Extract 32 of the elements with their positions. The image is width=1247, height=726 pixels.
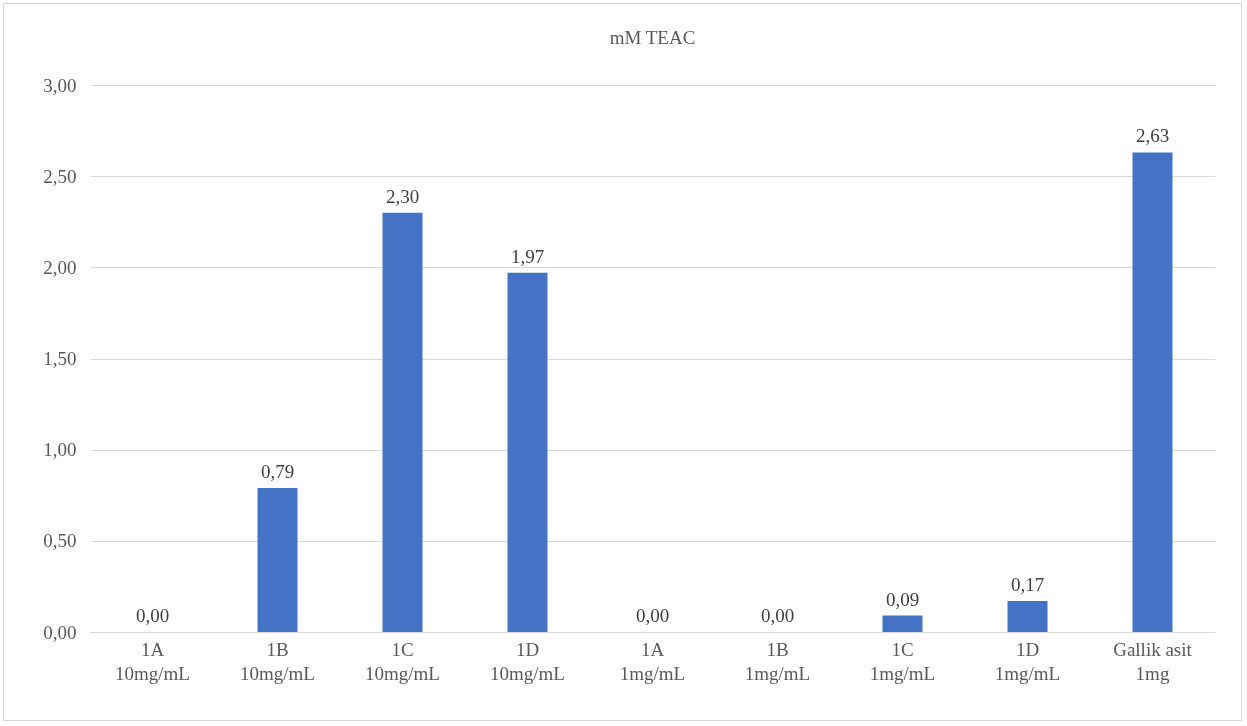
data-label: 2,63: [1135, 125, 1170, 147]
y-tick-label: 2,00: [43, 256, 77, 278]
x-tick-label: Gallik asit 1mg: [1113, 638, 1193, 684]
bar: [1132, 152, 1173, 632]
y-tick-label: 0,00: [43, 621, 77, 643]
data-label: 0,79: [260, 460, 295, 482]
x-tick-label: 1B 1mg/mL: [744, 638, 811, 684]
x-tick-label: 1A 1mg/mL: [619, 638, 686, 684]
x-tick-label: 1C 1mg/mL: [869, 638, 936, 684]
y-tick-label: 1,50: [43, 348, 77, 369]
data-label: 0,00: [760, 605, 795, 626]
y-tick-label: 0,50: [43, 530, 77, 552]
bar: [507, 272, 548, 632]
bar: [882, 615, 923, 632]
y-tick-label: 1,00: [43, 439, 77, 461]
y-tick-label: 3,00: [43, 74, 77, 96]
data-label: 2,30: [385, 185, 420, 207]
chart-title: mM TEAC: [609, 27, 696, 48]
data-label: 0,09: [885, 588, 920, 610]
data-label: 1,97: [510, 245, 545, 267]
x-tick-label: 1B 10mg/mL: [240, 638, 315, 684]
data-label: 0,17: [1010, 574, 1045, 595]
data-label: 0,00: [135, 605, 170, 626]
bar: [1007, 601, 1048, 632]
x-tick-label: 1D 1mg/mL: [994, 638, 1061, 684]
bar: [257, 487, 298, 632]
x-tick-label: 1A 10mg/mL: [115, 638, 190, 684]
data-label: 0,00: [635, 605, 670, 626]
x-tick-label: 1C 10mg/mL: [365, 638, 440, 684]
x-tick-label: 1D 10mg/mL: [490, 638, 565, 684]
y-tick-label: 2,50: [43, 165, 77, 187]
bar: [382, 212, 423, 632]
